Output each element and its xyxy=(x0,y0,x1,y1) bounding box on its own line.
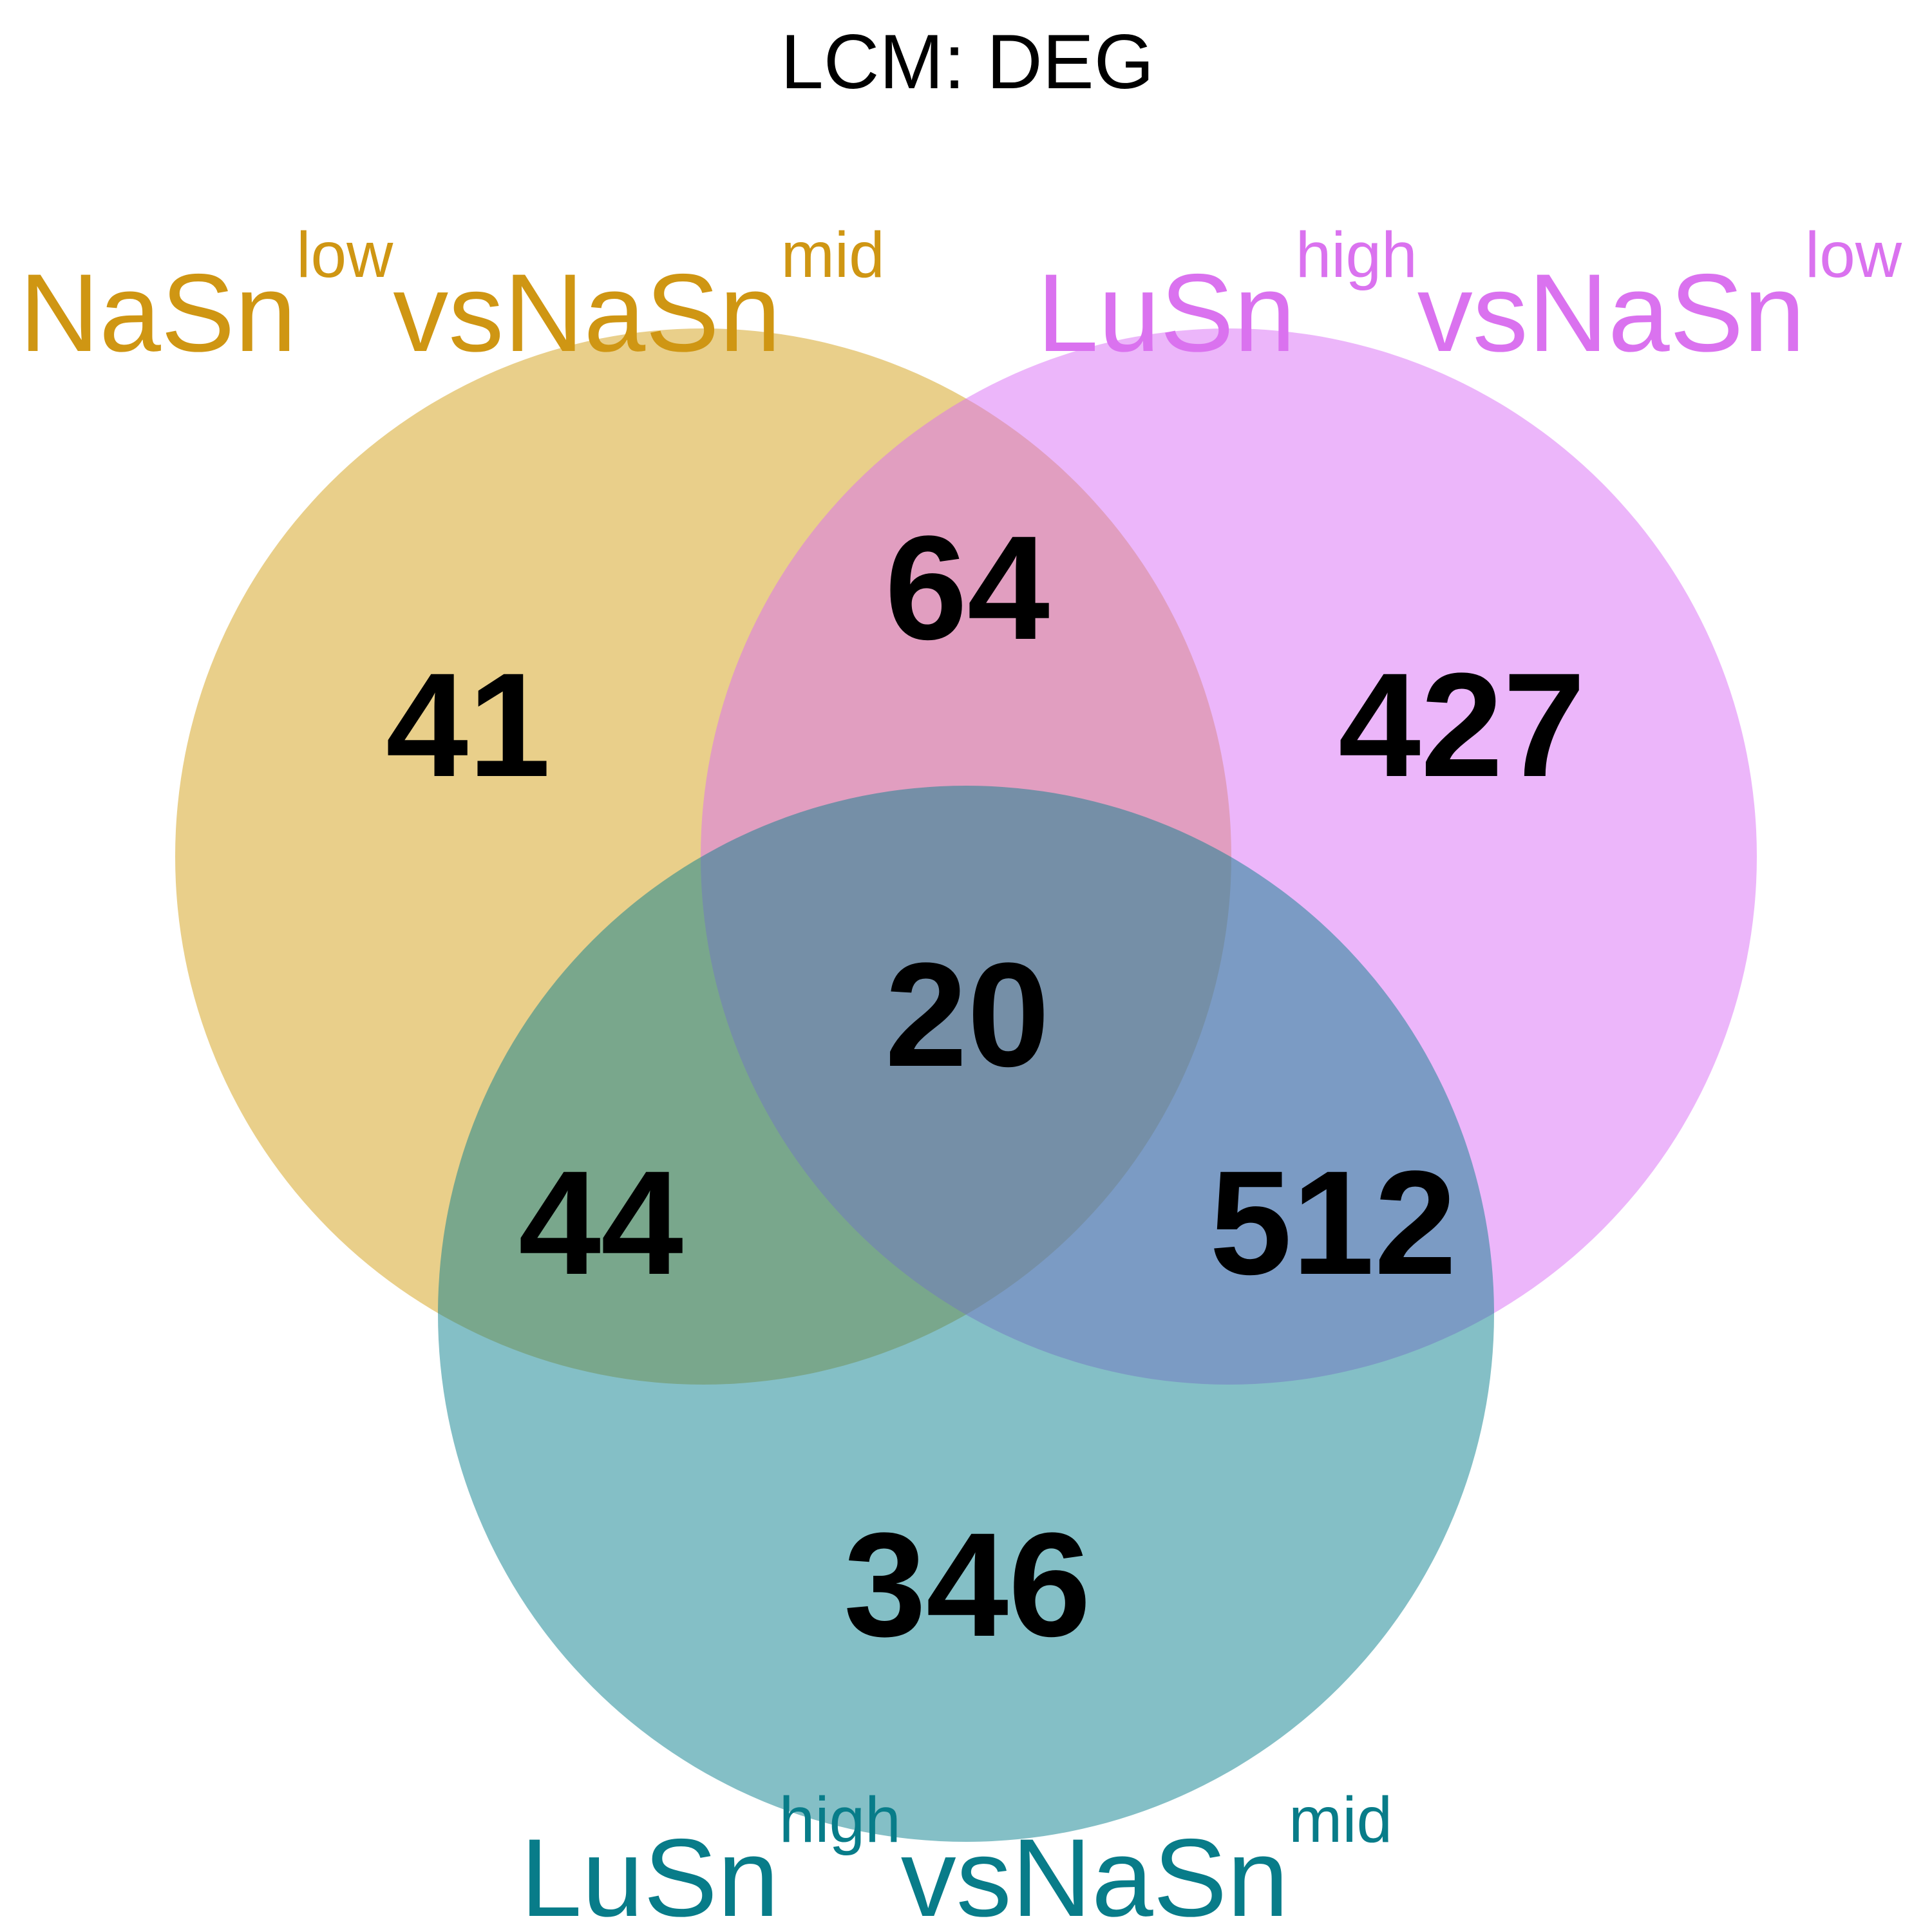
count-a-b-c: 20 xyxy=(885,932,1050,1097)
set-b-label-sup2: low xyxy=(1805,219,1902,291)
set-c-label: LuSnhighvsNaSnmid xyxy=(520,1784,1392,1932)
count-a-c: 44 xyxy=(518,1140,683,1305)
set-a-label-sup2: mid xyxy=(781,219,885,291)
set-c-label-part2: vsNaSn xyxy=(901,1816,1289,1932)
set-a-label-sup1: low xyxy=(296,219,393,291)
set-b-label-part2: vsNaSn xyxy=(1417,251,1805,375)
set-a-label-part2: vsNaSn xyxy=(393,251,781,375)
set-c-label-sup2: mid xyxy=(1289,1784,1392,1856)
count-b-c: 512 xyxy=(1209,1140,1457,1305)
diagram-title: LCM: DEG xyxy=(781,19,1154,105)
set-a-label: NaSnlowvsNaSnmid xyxy=(19,219,885,375)
set-a-label-part1: NaSn xyxy=(19,251,296,375)
set-b-label: LuSnhighvsNaSnlow xyxy=(1037,219,1902,375)
set-c-label-part1: LuSn xyxy=(520,1816,779,1932)
set-b-label-sup1: high xyxy=(1296,219,1417,291)
count-a-b: 64 xyxy=(885,505,1050,670)
set-c-circle xyxy=(438,786,1494,1842)
set-c-label-sup1: high xyxy=(779,1784,901,1856)
count-a-only: 41 xyxy=(386,642,551,808)
count-c-only: 346 xyxy=(844,1502,1091,1667)
set-b-label-part1: LuSn xyxy=(1037,251,1296,375)
count-b-only: 427 xyxy=(1338,642,1586,808)
